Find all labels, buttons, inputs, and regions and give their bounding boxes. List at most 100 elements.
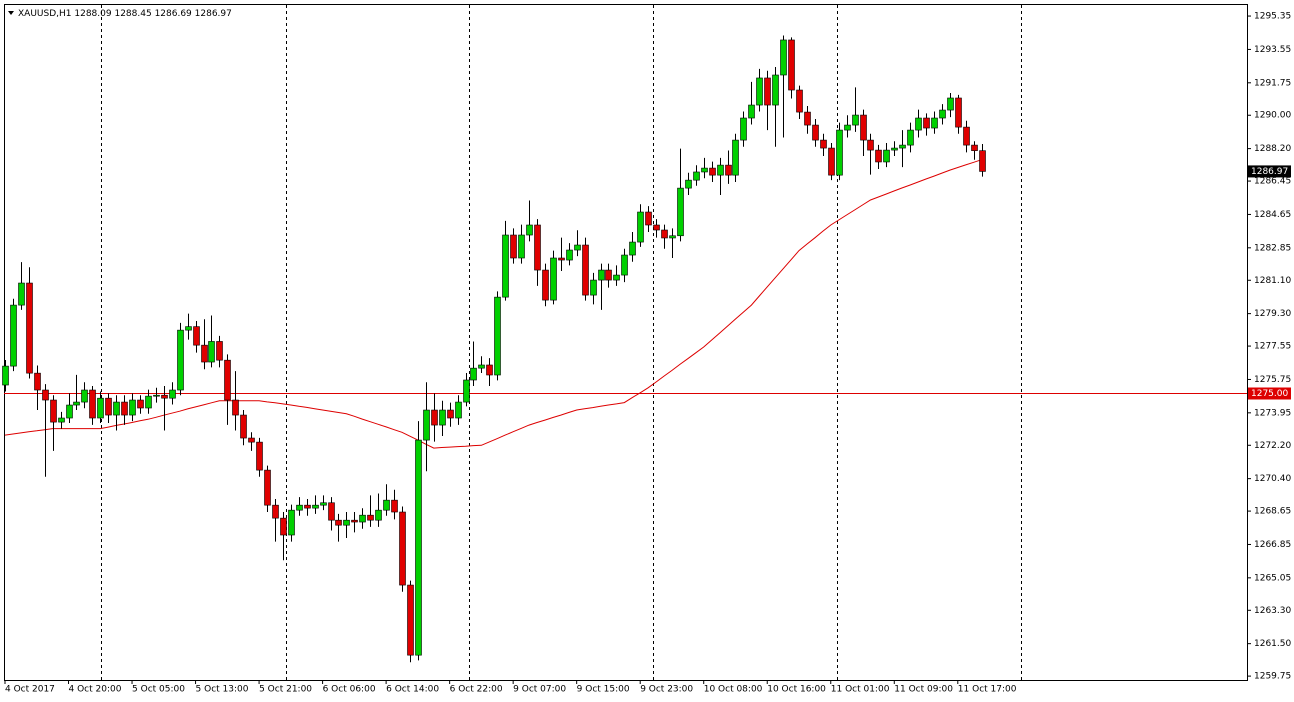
candle-body [58, 417, 65, 423]
candle-body [979, 150, 986, 172]
candle-body [304, 504, 311, 509]
x-tick-label: 9 Oct 15:00 [577, 685, 630, 695]
candle-body [812, 124, 819, 141]
candle-body [518, 234, 525, 259]
candle-body [463, 379, 470, 403]
y-tick-label: 1288.20 [1254, 144, 1291, 154]
candle-body [296, 504, 303, 511]
candle-body [193, 326, 200, 346]
x-tick-label: 9 Oct 07:00 [513, 685, 566, 695]
candle-body [391, 499, 398, 513]
candle-body [486, 364, 493, 376]
candle-body [860, 114, 867, 141]
candle-body [598, 269, 605, 281]
header-low: 1286.69 [155, 9, 192, 19]
candle-body [240, 414, 247, 439]
candle-body [224, 359, 231, 401]
candle-body [883, 149, 890, 163]
x-tick-label: 4 Oct 20:00 [69, 685, 122, 695]
candle-body [875, 149, 882, 163]
y-tick-label: 1272.20 [1254, 441, 1291, 451]
x-tick-label: 9 Oct 23:00 [640, 685, 693, 695]
candle-body [208, 341, 215, 363]
header-close: 1286.97 [195, 9, 232, 19]
candle-body [328, 502, 335, 521]
moving-average [4, 159, 982, 449]
candle-body [34, 372, 41, 391]
menu-arrow[interactable] [8, 11, 14, 15]
last-price-box [1248, 165, 1291, 178]
candle-body [899, 144, 906, 149]
candle-body [97, 397, 104, 419]
y-tick-label: 1275.75 [1254, 375, 1291, 385]
candle-body [796, 89, 803, 113]
candle-body [439, 409, 446, 426]
y-tick-label: 1263.30 [1254, 606, 1291, 616]
candle-body [677, 187, 684, 237]
candle-body [81, 389, 88, 403]
candle-body [542, 269, 549, 301]
candle-body [10, 304, 17, 367]
chart-header: XAUUSD,H1 1288.09 1288.45 1286.69 1286.9… [18, 9, 232, 19]
x-tick-label: 11 Oct 09:00 [894, 685, 953, 695]
candle-body [550, 257, 557, 301]
y-tick-label: 1282.85 [1254, 243, 1291, 253]
candle-body [526, 224, 533, 236]
candle-body [701, 167, 708, 173]
candle-body [256, 441, 263, 471]
candle-body [764, 77, 771, 106]
candle-body [590, 279, 597, 296]
candle-body [169, 389, 176, 399]
x-tick-label: 6 Oct 14:00 [386, 685, 439, 695]
candle-body [963, 126, 970, 146]
candle-body [955, 97, 962, 128]
y-tick-label: 1265.05 [1254, 573, 1291, 583]
candle-body [343, 519, 350, 526]
candle-body [844, 124, 851, 131]
y-tick-label: 1268.65 [1254, 507, 1291, 517]
candle-body [359, 514, 366, 523]
candle-body [685, 179, 692, 189]
x-tick-label: 5 Oct 13:00 [196, 685, 249, 695]
candle-body [201, 344, 208, 363]
candle-body [891, 147, 898, 151]
candle-body [66, 404, 73, 419]
candle-body [756, 77, 763, 106]
y-tick-label: 1286.45 [1254, 177, 1291, 187]
candle-body [129, 399, 136, 416]
candle-body [510, 234, 517, 259]
candle-body [335, 519, 342, 526]
candle-body [915, 117, 922, 131]
candle-body [732, 139, 739, 176]
candle-body [431, 409, 438, 426]
candle-body [566, 249, 573, 261]
candle-body [272, 504, 279, 519]
candle-body [399, 511, 406, 586]
candle-body [780, 39, 787, 76]
y-tick-label: 1290.00 [1254, 111, 1291, 121]
candle-body [383, 499, 390, 511]
candle-body [50, 399, 57, 423]
x-tick-label: 5 Oct 21:00 [259, 685, 312, 695]
candle-body [494, 296, 501, 376]
candle-body [42, 389, 49, 401]
x-tick-label: 11 Oct 01:00 [831, 685, 890, 695]
candle-body [121, 401, 128, 416]
candle-body [717, 164, 724, 176]
x-tick-label: 10 Oct 16:00 [767, 685, 826, 695]
candle-body [312, 504, 319, 509]
candle-body [407, 584, 414, 656]
y-tick-label: 1279.30 [1254, 309, 1291, 319]
symbol: XAUUSD,H1 [18, 9, 72, 19]
candle-body [470, 367, 477, 381]
candle-body [415, 439, 422, 656]
candle-body [73, 401, 80, 406]
x-tick-label: 6 Oct 06:00 [323, 685, 376, 695]
y-tick-label: 1293.55 [1254, 45, 1291, 55]
candle-body [375, 509, 382, 521]
y-tick-label: 1270.40 [1254, 474, 1291, 484]
candle-body [669, 235, 676, 239]
candle-body [367, 514, 374, 521]
candle-body [574, 244, 581, 251]
candle-body [18, 282, 25, 306]
